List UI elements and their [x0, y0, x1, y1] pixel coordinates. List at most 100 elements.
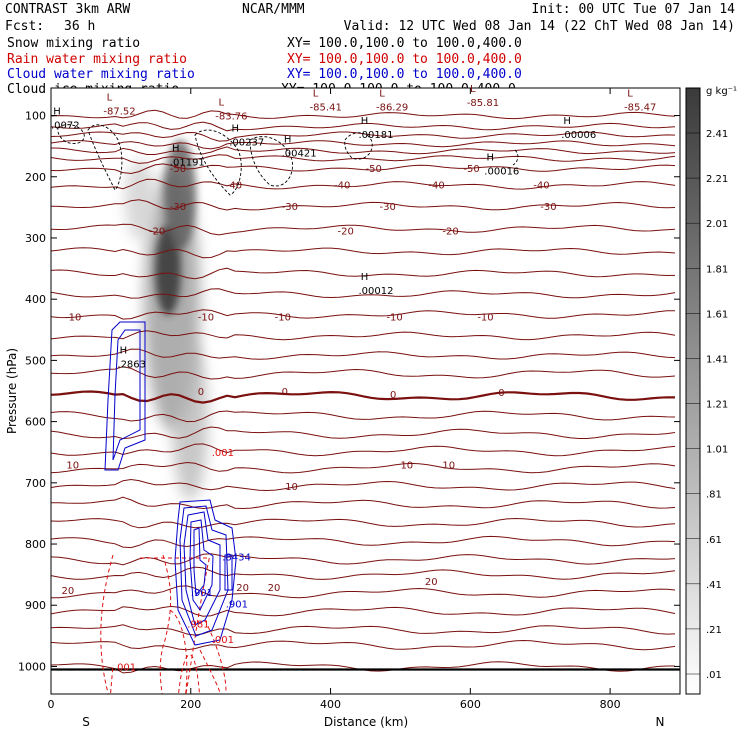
maximum-label: .00181 [359, 130, 394, 141]
colorbar-label: .61 [706, 535, 722, 546]
maximum-label-marker: H [563, 116, 571, 127]
maximum-label-marker: H [53, 107, 61, 118]
rain-label: .001 [212, 635, 234, 646]
cloud-water-label: .8434 [222, 552, 251, 563]
isotherm-line [51, 146, 676, 155]
colorbar-label: .81 [706, 490, 722, 501]
isotherm-line [51, 566, 676, 580]
colorbar-label: 1.21 [706, 400, 728, 411]
plot-area [51, 88, 680, 694]
isotherm-label: 0 [390, 390, 396, 401]
isotherm-label: -30 [282, 202, 298, 213]
model-title: CONTRAST 3km ARW [5, 2, 130, 17]
isotherm-label: -30 [170, 202, 186, 213]
colorbar-label: 2.01 [706, 219, 728, 230]
minimum-label-marker: L [470, 84, 476, 95]
legend-snow-xy: XY= 100.0,100.0 to 100.0,400.0 [287, 36, 522, 51]
isotherm-line [51, 121, 676, 132]
maximum-label: .00012 [359, 286, 394, 297]
isotherm-line [51, 223, 676, 236]
isotherm-label: -40 [533, 181, 549, 192]
minimum-label: -86.29 [376, 102, 408, 113]
colorbar-label: 1.41 [706, 354, 728, 365]
isotherm-line [51, 309, 676, 320]
isotherm-line [51, 109, 676, 120]
valid-time: Valid: 12 UTC Wed 08 Jan 14 (22 ChT Wed … [344, 19, 735, 34]
maximum-label: .00016 [484, 167, 519, 178]
maximum-label: .00237 [229, 137, 264, 148]
axis-ticks: 0 200 400 600 800100200300400500600700800900… [18, 88, 680, 711]
y-axis-title: Pressure (hPa) [5, 348, 19, 434]
isotherm-label: 0 [498, 388, 504, 399]
rain-label: .981 [187, 620, 209, 631]
isotherm-line [51, 163, 676, 175]
isotherm-label: -40 [334, 181, 350, 192]
isotherm-line [51, 443, 676, 457]
isotherm-label: -20 [442, 227, 458, 238]
minimum-label: -87.52 [103, 107, 135, 118]
x-tick-label: 800 [600, 698, 621, 711]
isotherm-label: 20 [268, 583, 281, 594]
minimum-label-marker: L [627, 88, 633, 99]
isotherm-line [51, 585, 676, 599]
maximum-label: .00421 [282, 148, 317, 159]
legend-rain-xy: XY= 100.0,100.0 to 100.0,400.0 [287, 52, 522, 67]
x-tick-label: 600 [460, 698, 481, 711]
y-tick-label: 1000 [18, 660, 46, 673]
isotherm-label: -10 [198, 312, 214, 323]
temperature-isotherms [51, 109, 680, 674]
isotherm-label: -50 [366, 164, 382, 175]
isotherm-line [51, 199, 676, 211]
snow-shading [125, 140, 208, 500]
isotherm-label: -30 [379, 202, 395, 213]
isotherm-line [51, 478, 676, 492]
isotherm-label: 10 [442, 460, 455, 471]
minimum-label-marker: L [379, 88, 385, 99]
colorbar-ramp [685, 87, 701, 695]
isotherm-label: 20 [61, 586, 74, 597]
isotherm-line [51, 139, 676, 150]
isotherm-label: -40 [226, 181, 242, 192]
minimum-label-marker: L [313, 88, 319, 99]
colorbar-label: 1.61 [706, 309, 728, 320]
y-tick-label: 500 [25, 354, 46, 367]
y-tick-label: 100 [25, 110, 46, 123]
rain-label: .001 [114, 662, 136, 673]
y-tick-label: 400 [25, 293, 46, 306]
isotherm-line [51, 553, 676, 566]
isotherm-label: 0 [282, 387, 288, 398]
maximum-label: .2863 [117, 359, 146, 370]
isotherm-label: 20 [236, 583, 249, 594]
maximum-label: .00006 [561, 130, 596, 141]
y-tick-label: 600 [25, 416, 46, 429]
minimum-label: -85.47 [624, 102, 656, 113]
colorbar-label: .21 [706, 625, 722, 636]
isotherm-label: 20 [425, 577, 438, 588]
maximum-label-marker: H [284, 134, 292, 145]
isotherm-line [51, 639, 676, 651]
isotherm-label: -10 [65, 312, 81, 323]
isotherm-label: -20 [149, 227, 165, 238]
isotherm-label: -10 [386, 312, 402, 323]
isotherm-line [51, 517, 676, 529]
colorbar-label: 2.41 [706, 129, 728, 140]
minimum-label-marker: L [107, 93, 113, 104]
cloud-water-contours [104, 321, 237, 646]
cloud-ice-contours [57, 124, 519, 196]
maximum-label-marker: H [172, 143, 180, 154]
colorbar-label: 1.81 [706, 264, 728, 275]
isotherm-line [51, 154, 676, 164]
isotherm-line [51, 267, 676, 280]
org-label: NCAR/MMM [242, 2, 305, 17]
legend-rain-name: Rain water mixing ratio [7, 52, 187, 67]
x-tick-label: 0 [48, 698, 55, 711]
isotherm-line [51, 461, 676, 474]
maximum-label-marker: H [487, 153, 495, 164]
maximum-label-marker: H [361, 116, 369, 127]
maximum-label: .01191 [170, 157, 205, 168]
minimum-label-marker: L [218, 98, 224, 109]
x-end-label-south: S [82, 715, 90, 729]
contour-labels: -50 -50 -50 -40 -40 -40 -40 -30 -30 -30 -30 -20 -20 -… [51, 84, 656, 673]
isotherm-line [51, 535, 676, 549]
